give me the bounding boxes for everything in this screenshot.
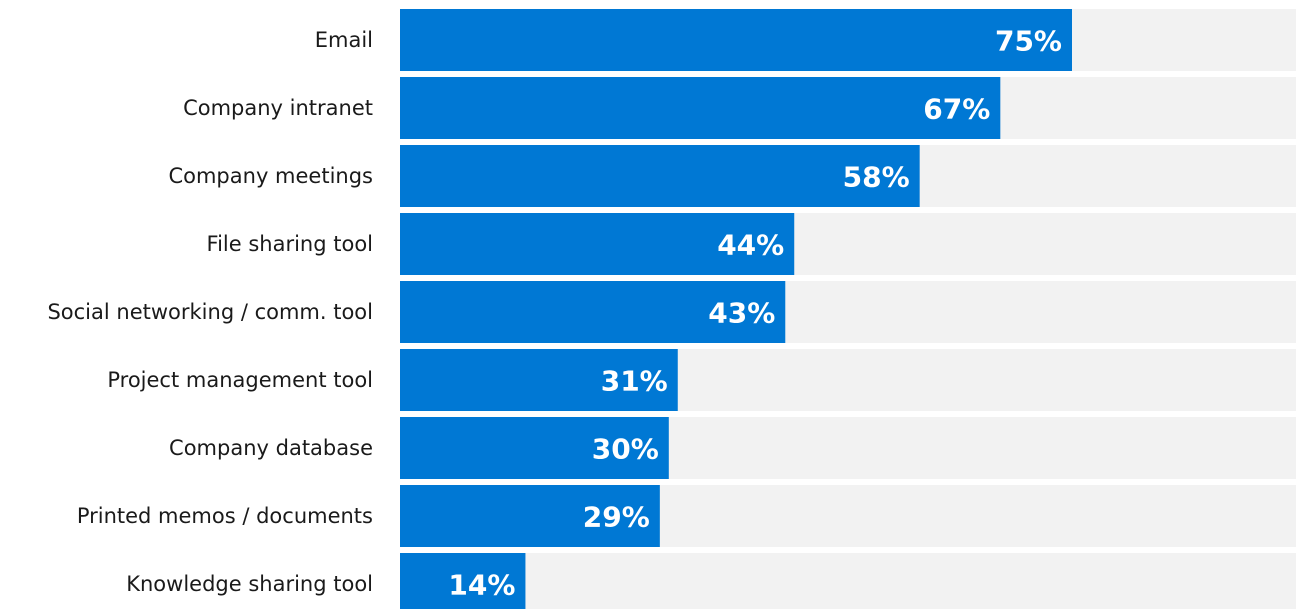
bar [400, 9, 1072, 71]
value-label: 67% [923, 93, 990, 126]
category-label: Company meetings [168, 164, 373, 188]
category-label: Email [315, 28, 373, 52]
value-label: 43% [708, 297, 775, 330]
value-label: 29% [583, 501, 650, 534]
value-label: 75% [995, 25, 1062, 58]
bar [400, 77, 1001, 139]
bar [400, 553, 526, 609]
bar-rows: Email 75% Company intranet 67% Company meeti… [47, 9, 1296, 609]
category-label: Company database [169, 436, 373, 460]
bar-track [400, 553, 1296, 609]
bar [400, 281, 786, 343]
value-label: 31% [601, 365, 668, 398]
bar [400, 213, 795, 275]
value-label: 44% [717, 229, 784, 262]
bar [400, 417, 669, 479]
bar [400, 145, 920, 207]
category-label: Social networking / comm. tool [47, 300, 373, 324]
value-label: 58% [843, 161, 910, 194]
category-label: File sharing tool [207, 232, 373, 256]
value-label: 14% [448, 569, 515, 602]
bar [400, 349, 678, 411]
category-label: Knowledge sharing tool [126, 572, 373, 596]
bar [400, 485, 660, 547]
category-label: Company intranet [183, 96, 373, 120]
value-label: 30% [592, 433, 659, 466]
category-label: Project management tool [107, 368, 373, 392]
category-label: Printed memos / documents [77, 504, 373, 528]
